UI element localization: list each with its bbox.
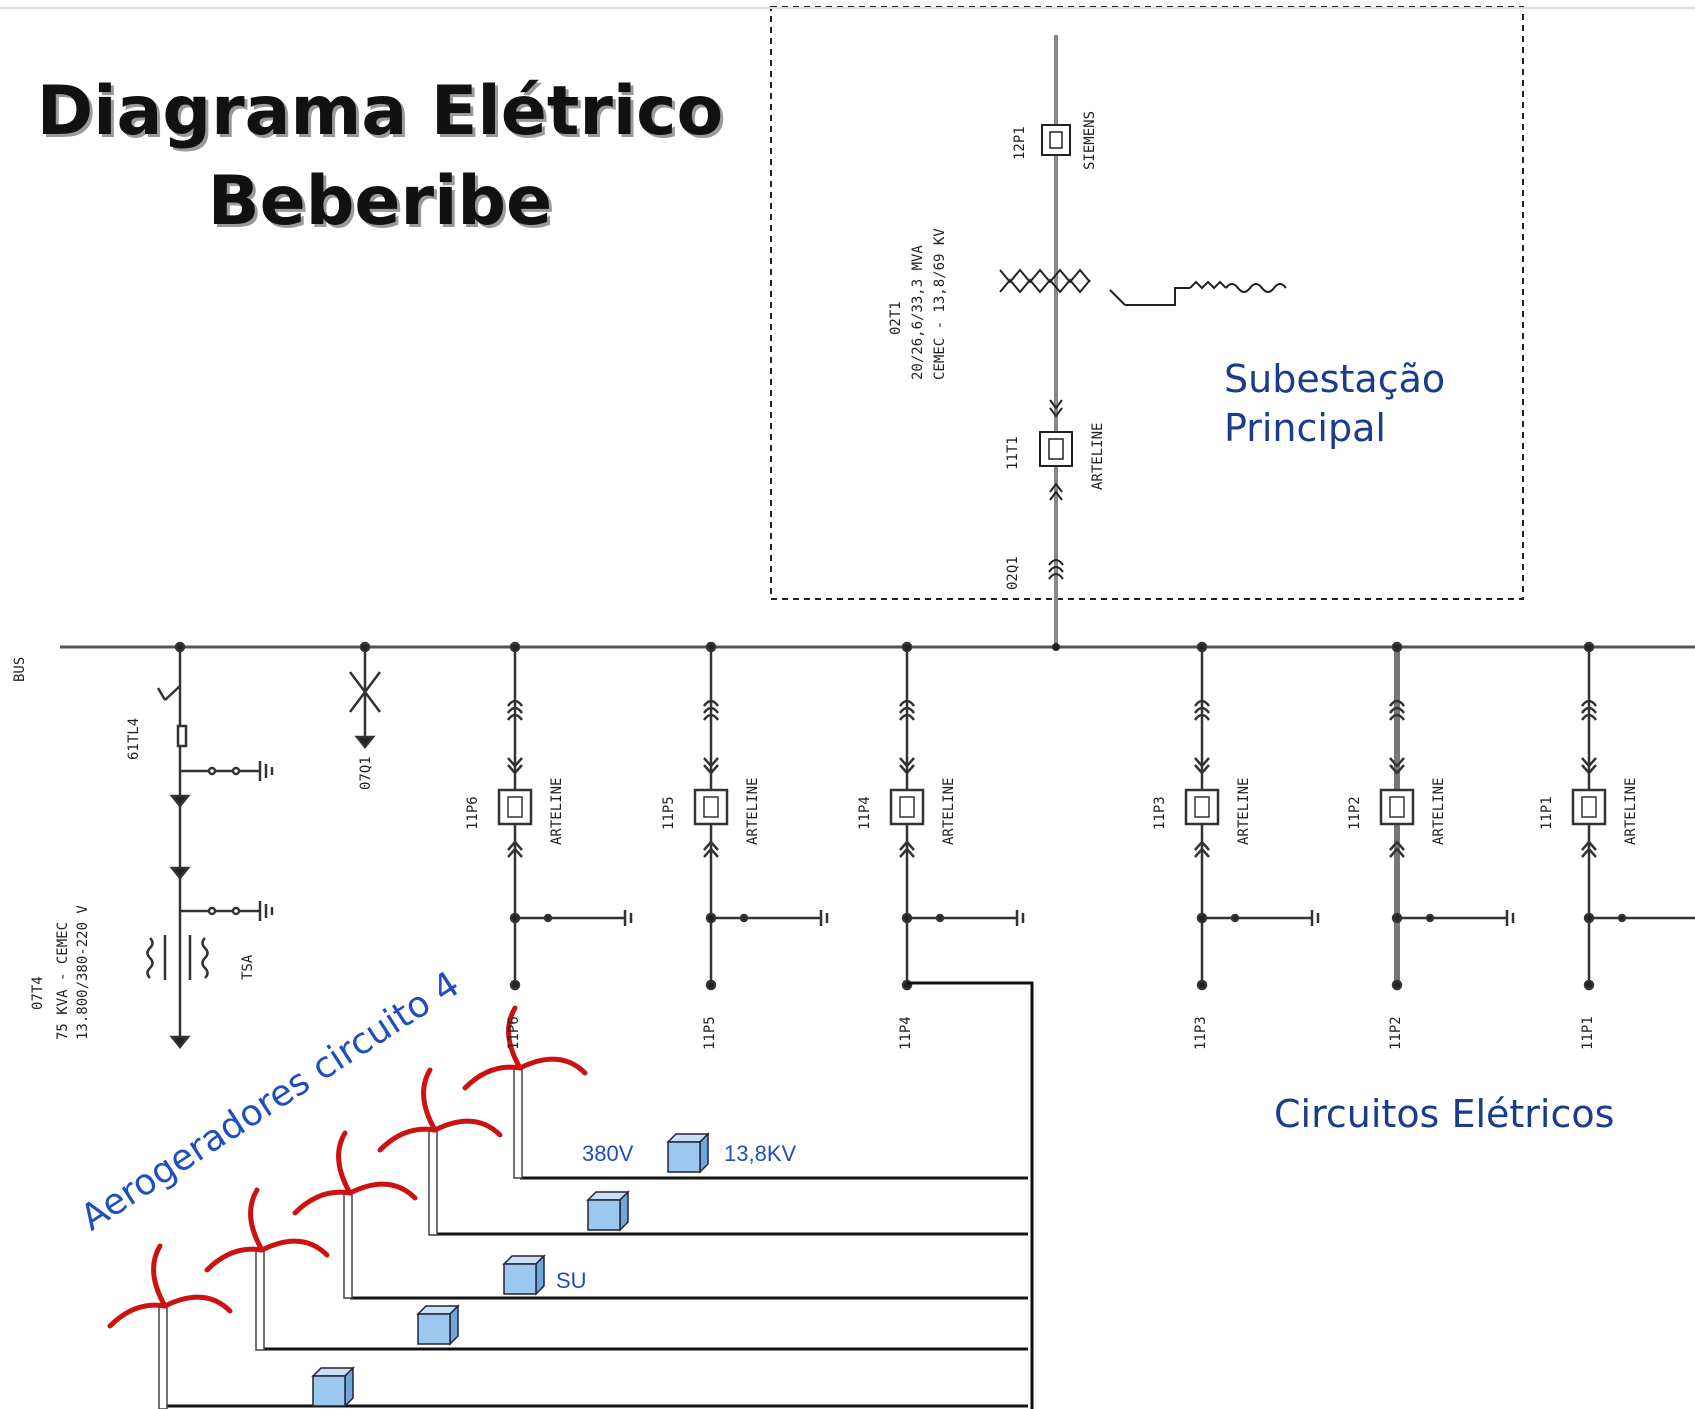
feeder-bottom-label: 11P2	[1388, 1016, 1404, 1050]
substation-switch-name: 02Q1	[1005, 556, 1021, 590]
feeder-breaker-name: 11P4	[857, 796, 873, 830]
feeder-breaker-name: 11P5	[661, 796, 677, 830]
aux-tsa-label: TSA	[240, 954, 256, 980]
feeder-3	[889, 641, 1025, 991]
wind-turbine	[377, 1067, 503, 1236]
page-title-line1: Diagrama Elétrico	[36, 72, 724, 151]
bus-node	[1052, 643, 1060, 651]
feeder-breaker-maker: ARTELINE	[1236, 777, 1252, 845]
transformer-box	[416, 1304, 460, 1346]
aux-switch-symbol	[349, 641, 381, 750]
feeder-1	[497, 641, 633, 991]
feeder-breaker-maker: ARTELINE	[941, 777, 957, 845]
substation-boundary	[770, 6, 1524, 600]
main-transformer-symbol	[999, 268, 1287, 306]
voltage-low-label: 380V	[582, 1141, 634, 1166]
page-title-line2: Beberibe	[207, 162, 553, 241]
feeder-breaker-maker: ARTELINE	[745, 777, 761, 845]
substation-breaker-maker: ARTELINE	[1090, 422, 1106, 490]
su-label: SU	[556, 1268, 587, 1293]
aux-transformer-name: 07T4	[30, 976, 46, 1010]
feeder-bottom-label: 11P5	[702, 1016, 718, 1050]
transformer-line1: 20/26,6/33,3 MVA	[910, 245, 926, 380]
aux-transformer-line2: 13.800/380-220 V	[75, 905, 91, 1040]
aux-transformer-line1: 75 KVA - CEMEC	[55, 921, 71, 1040]
transformer-line2: CEMEC - 13,8/69 KV	[932, 228, 948, 380]
feeder-breaker-maker: ARTELINE	[1431, 777, 1447, 845]
feeder-bottom-label: 11P1	[1580, 1016, 1596, 1050]
aux-breaker-name: 61TL4	[126, 717, 142, 760]
feeder-breaker-maker: ARTELINE	[549, 777, 565, 845]
feeder-4	[1184, 641, 1320, 991]
aux-branch	[146, 641, 274, 1050]
feeder-bottom-label: 11P4	[898, 1016, 914, 1050]
transformer-box	[311, 1366, 355, 1408]
voltage-high-label: 13,8KV	[724, 1141, 797, 1166]
feeder-6	[1571, 641, 1695, 991]
feeder-breaker-maker: ARTELINE	[1623, 777, 1639, 845]
circuits-label: Circuitos Elétricos	[1274, 1092, 1615, 1136]
feeder-2	[693, 641, 829, 991]
substation-breaker-symbol	[1039, 399, 1073, 501]
feeder-bottom-label: 11P3	[1193, 1016, 1209, 1050]
feeder-5	[1379, 641, 1515, 991]
wind-turbine	[462, 1005, 588, 1179]
bus-label: BUS	[12, 656, 28, 682]
substation-breaker-name: 11T1	[1005, 436, 1021, 470]
top-breaker-name: 12P1	[1012, 126, 1028, 160]
top-breaker-inner	[1049, 131, 1063, 149]
wind-turbine	[292, 1130, 418, 1299]
transformer-name: 02T1	[888, 301, 904, 335]
circuit-4-wiring	[165, 981, 1034, 1409]
transformer-box	[502, 1254, 546, 1296]
feeder-breaker-name: 11P1	[1539, 796, 1555, 830]
transformer-box	[666, 1132, 710, 1174]
aux-switch-name: 07Q1	[358, 756, 374, 790]
feeder-breaker-name: 11P2	[1347, 796, 1363, 830]
substation-switch-symbol	[1048, 559, 1064, 580]
top-breaker-symbol	[1041, 124, 1071, 156]
feeder-breaker-name: 11P6	[465, 796, 481, 830]
feeder-breaker-name: 11P3	[1152, 796, 1168, 830]
wind-turbine	[204, 1187, 330, 1351]
wind-turbine	[107, 1243, 233, 1409]
transformer-box	[586, 1190, 630, 1232]
top-breaker-maker: SIEMENS	[1082, 110, 1098, 170]
feeder-bottom-label: 11P6	[506, 1016, 522, 1050]
substation-label-line1: Subestação	[1224, 357, 1446, 401]
substation-label-line2: Principal	[1224, 406, 1386, 450]
